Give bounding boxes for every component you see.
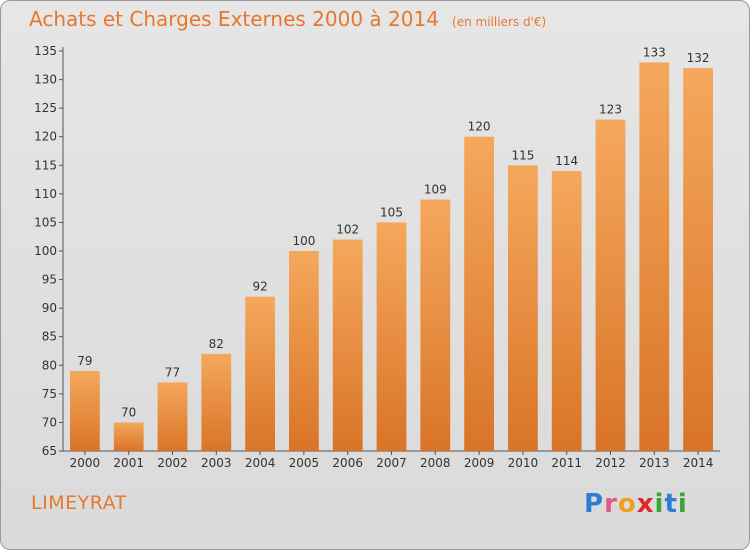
data-label: 132: [687, 51, 710, 65]
data-label: 133: [643, 45, 666, 59]
bar: [464, 136, 494, 451]
logo-letter: i: [677, 489, 688, 519]
y-tick-label: 90: [42, 301, 57, 315]
y-tick-label: 120: [34, 130, 57, 144]
x-tick-label: 2001: [113, 456, 144, 470]
x-tick-label: 2007: [376, 456, 407, 470]
logo-letter: x: [636, 489, 655, 519]
x-tick-label: 2008: [420, 456, 451, 470]
data-label: 100: [292, 234, 315, 248]
y-tick-label: 135: [34, 44, 57, 58]
x-tick-label: 2000: [70, 456, 101, 470]
x-tick-label: 2004: [245, 456, 276, 470]
y-tick-label: 110: [34, 187, 57, 201]
y-tick-label: 85: [42, 330, 57, 344]
bar: [201, 353, 232, 451]
y-tick-label: 115: [34, 158, 57, 172]
x-tick-label: 2009: [464, 456, 495, 470]
bar: [157, 382, 188, 451]
bar: [683, 68, 713, 452]
y-tick-label: 95: [42, 273, 57, 287]
bar: [639, 62, 670, 452]
data-label: 114: [555, 154, 578, 168]
x-tick-label: 2011: [551, 456, 582, 470]
logo-letter: o: [617, 489, 637, 519]
x-tick-label: 2012: [595, 456, 626, 470]
data-label: 120: [468, 120, 491, 134]
bar: [332, 239, 363, 451]
logo-letter: P: [584, 489, 605, 519]
data-label: 102: [336, 223, 359, 237]
x-tick-label: 2010: [508, 456, 539, 470]
y-tick-label: 125: [34, 101, 57, 115]
data-label: 115: [511, 148, 534, 162]
x-tick-label: 2003: [201, 456, 232, 470]
data-label: 105: [380, 205, 403, 219]
bar: [376, 222, 407, 451]
y-tick-label: 80: [42, 358, 57, 372]
logo-letter: t: [664, 489, 678, 519]
bars: [70, 62, 713, 452]
y-tick-label: 105: [34, 215, 57, 229]
proxiti-logo: Proxiti: [584, 489, 688, 519]
bar: [595, 119, 626, 452]
bar: [508, 165, 538, 452]
axes: 65 70 75 80 85 90 95 100 105 110 115 120 125 130 135 20…: [34, 44, 720, 470]
data-labels: 79 70 77 82 92 100 102 105 109 120 115 114 123 133 132: [77, 45, 709, 419]
bar: [70, 371, 100, 451]
y-tick-label: 75: [42, 387, 57, 401]
bar: [113, 422, 144, 451]
data-label: 82: [209, 337, 224, 351]
bar: [420, 199, 451, 451]
title-row: Achats et Charges Externes 2000 à 2014 (…: [29, 7, 546, 31]
data-label: 79: [77, 354, 92, 368]
data-label: 109: [424, 183, 447, 197]
y-tick-label: 65: [42, 444, 57, 458]
logo-letter: i: [654, 489, 665, 519]
y-tick-label: 130: [34, 73, 57, 87]
bar: [551, 171, 582, 451]
x-tick-label: 2005: [289, 456, 320, 470]
data-label: 92: [252, 280, 267, 294]
data-label: 123: [599, 103, 622, 117]
data-label: 77: [165, 365, 180, 379]
chart-unit: (en milliers d'€): [452, 15, 547, 29]
x-tick-label: 2013: [639, 456, 670, 470]
bar: [245, 296, 275, 451]
logo-letter: r: [604, 489, 618, 519]
bar: [289, 251, 319, 451]
x-tick-label: 2006: [332, 456, 363, 470]
data-label: 70: [121, 405, 136, 419]
y-tick-label: 70: [42, 415, 57, 429]
y-tick-label: 100: [34, 244, 57, 258]
x-tick-label: 2002: [157, 456, 188, 470]
chart-title: Achats et Charges Externes 2000 à 2014: [29, 7, 439, 31]
commune-name: LIMEYRAT: [31, 492, 127, 514]
x-tick-label: 2014: [683, 456, 714, 470]
